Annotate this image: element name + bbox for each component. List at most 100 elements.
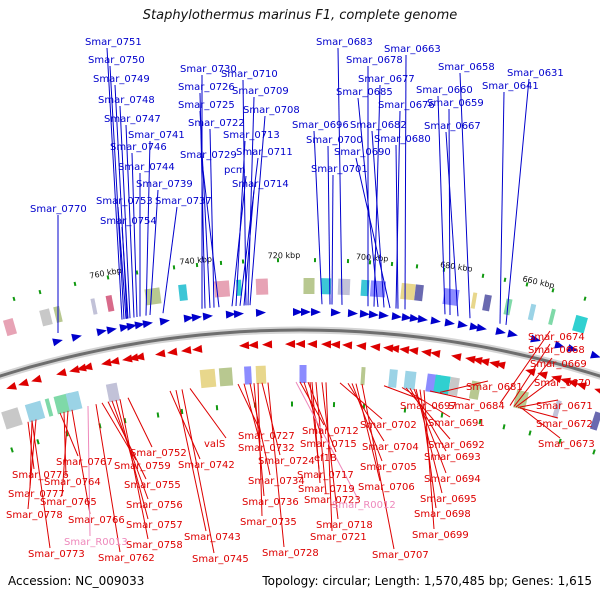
reverse-gene-label: Smar_0668 [528, 345, 585, 356]
reverse-gene-label: Smar_0778 [6, 510, 63, 521]
category-tile-inner [199, 368, 217, 389]
reverse-gene-arrow [560, 377, 571, 386]
reverse-gene-arrow [594, 388, 600, 396]
forward-gene-label: Smar_0747 [104, 114, 161, 125]
reverse-gene-line [517, 399, 559, 408]
forward-gene-line [371, 130, 385, 308]
forward-gene-label: Smar_0711 [236, 147, 293, 158]
topology-label: Topology: circular; Length: 1,570,485 bp… [262, 574, 592, 588]
reverse-gene-label: ef1B [314, 453, 337, 464]
reverse-gene-label: Smar_0764 [44, 477, 101, 488]
reverse-gene-label: Smar_0721 [310, 532, 367, 543]
reverse-gene-label: Smar_0706 [358, 482, 415, 493]
forward-gene-label: Smar_0737 [155, 196, 212, 207]
forward-gene-line [395, 144, 399, 309]
forward-gene-line [249, 115, 266, 306]
reverse-gene-label: Smar_0717 [297, 470, 354, 481]
category-tile-inner [468, 380, 482, 400]
category-tile-inner [433, 374, 451, 395]
category-tile-outer [337, 278, 351, 296]
reverse-gene-arrow [408, 347, 419, 356]
marker-outer [525, 282, 529, 287]
forward-gene-line [373, 84, 381, 307]
forward-gene-arrow [359, 309, 370, 318]
reverse-gene-line [29, 420, 33, 489]
reverse-gene-label: Smar_0693 [424, 452, 481, 463]
reverse-gene-label: Smar_0765 [40, 497, 97, 508]
forward-gene-label: Smar_0750 [88, 55, 145, 66]
forward-gene-label: Smar_0660 [416, 85, 473, 96]
reverse-gene-line [253, 383, 265, 497]
marker-inner [36, 439, 40, 445]
reverse-gene-label: Smar_0742 [178, 460, 235, 471]
marker-inner [332, 402, 336, 408]
marker-outer [415, 264, 419, 269]
marker-inner [180, 408, 184, 415]
forward-gene-line [243, 189, 255, 306]
forward-gene-line [445, 131, 459, 317]
category-tile-outer [255, 278, 269, 295]
reverse-gene-label: Smar_0669 [530, 359, 587, 370]
forward-gene-arrow [507, 329, 518, 338]
reverse-gene-arrow [451, 353, 462, 362]
forward-gene-arrow [554, 340, 565, 349]
forward-gene-line [404, 54, 407, 310]
forward-gene-label: Smar_0744 [118, 162, 175, 173]
reverse-gene-line [63, 411, 67, 477]
forward-gene-line [149, 189, 159, 316]
category-tile-outer [369, 280, 387, 298]
category-tile-outer [2, 318, 18, 337]
reverse-gene-arrow [489, 360, 500, 369]
forward-gene-line [162, 206, 178, 314]
forward-gene-line [119, 105, 131, 319]
reverse-gene-arrow [56, 368, 67, 377]
category-tile-inner [589, 411, 600, 431]
category-tile-outer [178, 284, 188, 301]
reverse-gene-arrow [128, 353, 139, 362]
rna-gene-line [295, 381, 359, 500]
forward-gene-label: Smar_0658 [438, 62, 495, 73]
reverse-gene-arrow [342, 341, 353, 350]
reverse-gene-line [189, 388, 227, 439]
marker-outer [583, 296, 587, 301]
reverse-gene-line [169, 390, 201, 460]
forward-gene-label: Smar_0701 [311, 164, 368, 175]
category-tile-inner [244, 366, 252, 385]
forward-gene-arrow [378, 311, 389, 320]
forward-gene-line [327, 145, 331, 305]
reverse-gene-label: Smar_0727 [238, 431, 295, 442]
reverse-gene-label: Smar_0723 [304, 495, 361, 506]
reverse-gene-label: Smar_0695 [420, 494, 477, 505]
category-tile-outer [39, 308, 53, 327]
reverse-gene-arrow [155, 349, 166, 358]
forward-gene-label: Smar_0730 [180, 64, 237, 75]
forward-gene-line [131, 152, 138, 318]
marker-outer [276, 258, 280, 263]
reverse-gene-arrow [356, 342, 367, 351]
forward-gene-line [355, 157, 391, 309]
reverse-gene-arrow [307, 340, 318, 349]
category-tile-outer [414, 284, 424, 302]
forward-gene-line [231, 175, 247, 307]
forward-gene-line [201, 160, 220, 308]
forward-gene-line [459, 72, 471, 319]
forward-gene-line [121, 226, 129, 319]
category-tile-outer [442, 288, 460, 306]
forward-gene-arrow [300, 307, 311, 316]
reverse-gene-arrow [101, 358, 112, 367]
reverse-gene-line [415, 389, 443, 494]
forward-gene-label: Smar_0770 [30, 204, 87, 215]
forward-gene-line [117, 206, 127, 319]
reverse-gene-line [237, 383, 261, 431]
forward-gene-line [505, 78, 530, 325]
category-tile-outer [527, 303, 537, 321]
reverse-gene-line [243, 383, 261, 443]
category-tile-outer [470, 292, 478, 309]
reverse-gene-arrow [472, 356, 483, 365]
forward-gene-arrow [401, 313, 412, 322]
forward-gene-line [247, 96, 255, 306]
reverse-gene-line [181, 389, 215, 554]
reverse-gene-arrow [31, 374, 42, 383]
reverse-gene-line [249, 383, 271, 476]
